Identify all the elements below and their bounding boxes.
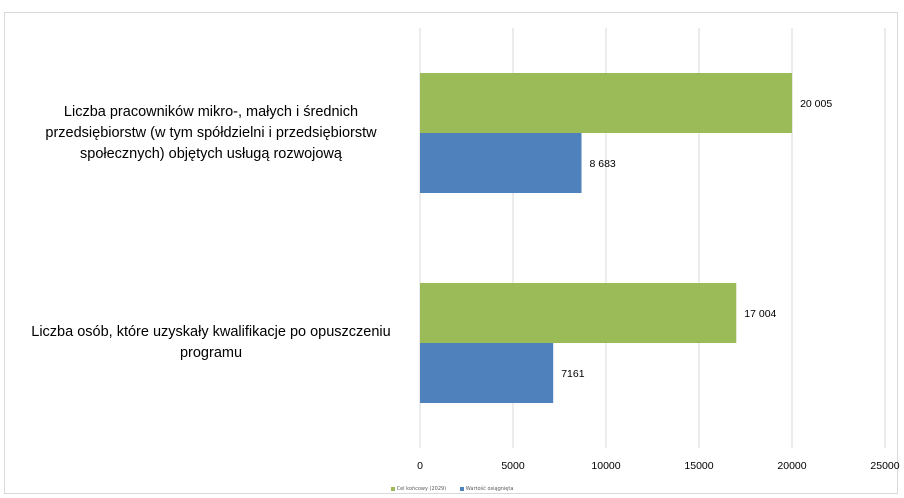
bar xyxy=(420,133,582,193)
legend-swatch-achieved xyxy=(459,487,464,491)
category-label-line: programu xyxy=(179,345,243,361)
category-label: Liczba pracowników mikro-, małych i śred… xyxy=(16,102,406,165)
x-tick-label: 0 xyxy=(417,460,423,472)
data-label: 8 683 xyxy=(590,158,616,170)
data-labels: 20 005 8 683 17 004 7161 xyxy=(561,98,832,380)
legend: Cel końcowy (2029) Wartość osiągnięta xyxy=(0,486,904,493)
bar xyxy=(420,283,737,343)
legend-label-achieved: Wartość osiągnięta xyxy=(465,486,514,492)
category-label-line: społecznych) objętych usługą rozwojową xyxy=(80,145,342,162)
legend-item-achieved: Wartość osiągnięta xyxy=(459,486,514,492)
category-label-line: Liczba osób, które uzyskały kwalifikacje… xyxy=(31,324,391,340)
data-label: 20 005 xyxy=(800,98,832,110)
bar xyxy=(420,73,793,133)
x-tick-label: 5000 xyxy=(501,460,525,472)
x-axis-ticks: 0 5000 10000 15000 20000 25000 xyxy=(417,460,900,472)
legend-label-target: Cel końcowy (2029) xyxy=(396,486,447,492)
legend-swatch-target xyxy=(390,487,395,491)
category-label-line: przedsiębiorstw (w tym spółdzielni i prz… xyxy=(45,124,377,141)
data-label: 7161 xyxy=(561,368,585,380)
x-tick-label: 10000 xyxy=(591,460,620,472)
x-tick-label: 20000 xyxy=(777,460,806,472)
data-label: 17 004 xyxy=(744,308,776,320)
legend-item-target: Cel końcowy (2029) xyxy=(390,486,447,492)
category-label-line: Liczba pracowników mikro-, małych i śred… xyxy=(63,103,359,120)
bars xyxy=(420,73,793,403)
category-label: Liczba osób, które uzyskały kwalifikacje… xyxy=(16,322,406,364)
x-tick-label: 25000 xyxy=(870,460,899,472)
x-tick-label: 15000 xyxy=(684,460,713,472)
bar xyxy=(420,343,554,403)
